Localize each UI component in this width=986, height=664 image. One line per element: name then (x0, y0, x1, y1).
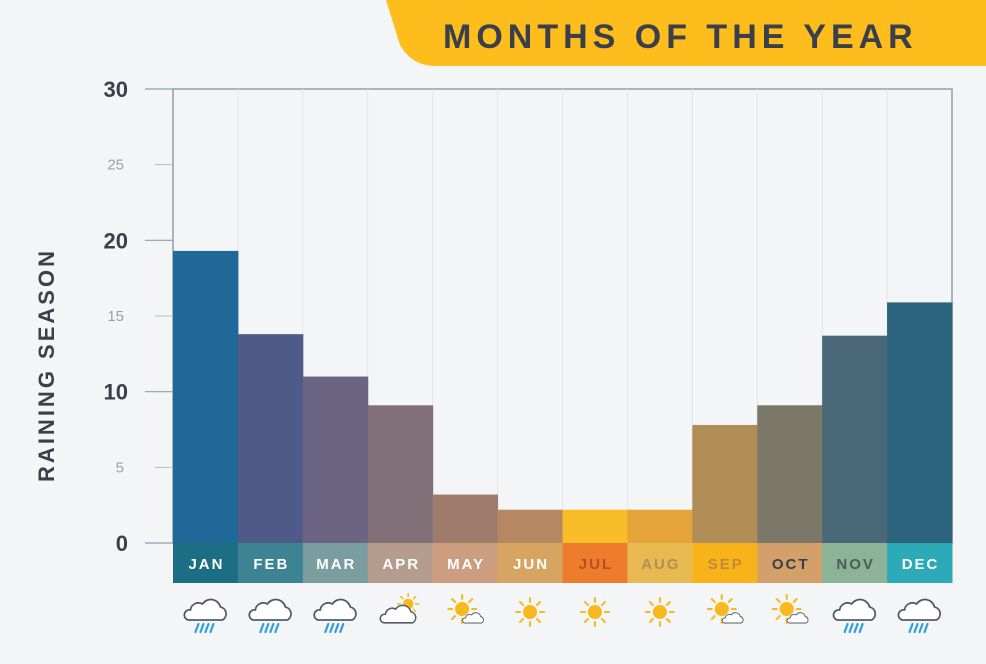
month-label-sep: SEP (708, 556, 744, 573)
y-tick-layer: 0 10 20 30 5 15 25 (104, 77, 173, 556)
month-label-apr: APR (382, 556, 420, 573)
month-label-bg (173, 543, 239, 583)
month-label-mar: MAR (316, 556, 356, 573)
bar-may (432, 494, 499, 543)
title-banner (386, 0, 986, 66)
month-label-may: MAY (447, 556, 485, 573)
month-label-bg (432, 543, 499, 583)
y-minor-tick-label: 25 (107, 157, 124, 174)
y-tick-label: 0 (116, 531, 128, 556)
rain-cloud-icon (834, 600, 876, 632)
month-label-bg (757, 543, 823, 583)
month-label-layer: JAN FEB MAR APR MAY JUN JUL AUG SEP OCT NOV DEC (173, 543, 953, 583)
y-tick-label: 20 (104, 228, 128, 253)
sun-icon (515, 597, 546, 627)
weather-icon-layer (184, 594, 940, 633)
chart-title: MONTHS OF THE YEAR (443, 18, 918, 56)
bar-dec (887, 302, 953, 543)
month-label-bg (302, 543, 369, 583)
y-minor-tick-label: 15 (107, 308, 124, 325)
bar-feb (237, 334, 304, 543)
sun-icon (644, 597, 675, 627)
bar-aug (627, 509, 693, 543)
bar-jun (497, 509, 563, 543)
bar-nov (822, 335, 888, 543)
bar-jul (562, 509, 628, 543)
month-label-bg (822, 543, 888, 583)
month-label-bg (562, 543, 628, 583)
y-tick-label: 30 (104, 77, 128, 102)
month-label-bg (887, 543, 953, 583)
sun-cloud-icon (448, 595, 483, 623)
bar-layer (173, 250, 953, 543)
month-label-bg (497, 543, 563, 583)
y-tick-label: 10 (104, 380, 128, 405)
bar-sep (692, 424, 758, 543)
month-label-feb: FEB (253, 556, 289, 573)
month-label-aug: AUG (641, 556, 680, 573)
month-label-jul: JUL (579, 556, 613, 573)
month-label-bg (627, 543, 693, 583)
bar-oct (757, 405, 823, 543)
rain-cloud-icon (184, 600, 226, 632)
sun-icon (579, 597, 610, 627)
bar-apr (367, 405, 434, 543)
month-label-bg (237, 543, 304, 583)
sun-cloud-icon (773, 595, 808, 623)
rain-cloud-icon (898, 600, 940, 632)
month-label-oct: OCT (772, 556, 810, 573)
month-label-dec: DEC (902, 556, 940, 573)
month-label-bg (367, 543, 434, 583)
month-label-bg (692, 543, 758, 583)
y-minor-tick-label: 5 (116, 459, 124, 476)
bar-jan (173, 250, 239, 543)
rain-cloud-icon (249, 600, 291, 632)
sun-cloud-icon (708, 595, 743, 623)
y-axis-label: RAINING SEASON (34, 248, 59, 482)
month-label-jan: JAN (188, 556, 224, 573)
month-label-nov: NOV (836, 556, 875, 573)
partly-cloudy-icon (380, 594, 418, 623)
month-label-jun: JUN (513, 556, 549, 573)
rain-cloud-icon (314, 600, 356, 632)
bar-mar (302, 376, 369, 543)
